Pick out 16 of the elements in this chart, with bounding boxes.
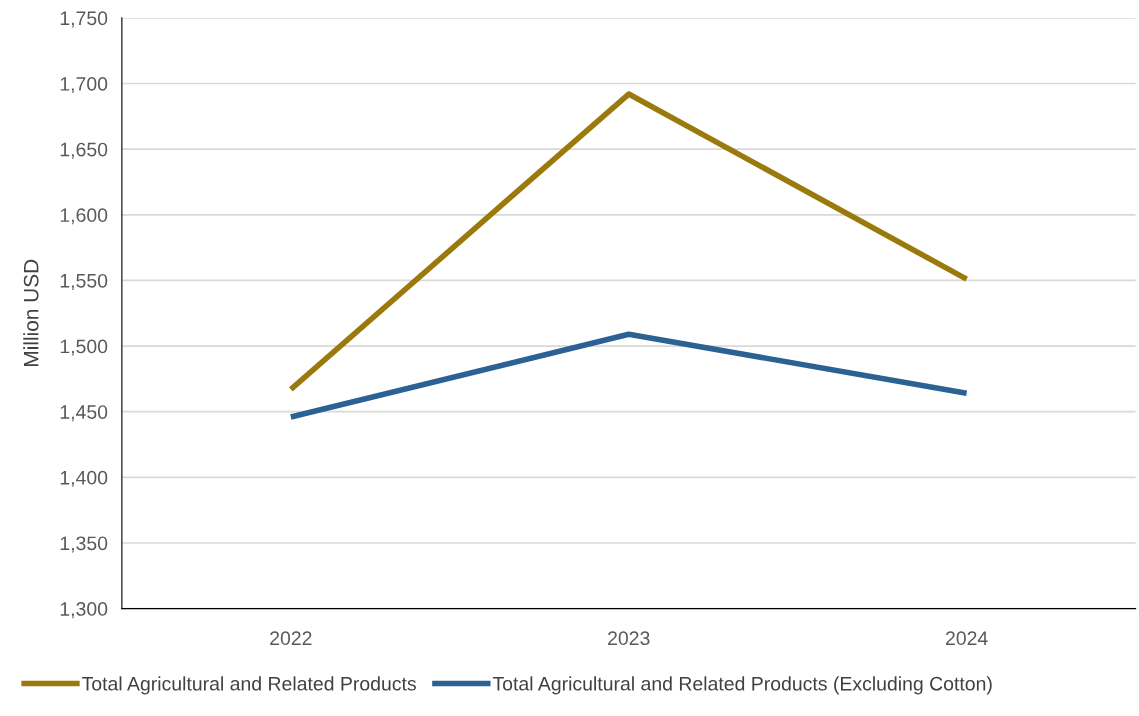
x-tick-label: 2023 bbox=[608, 631, 650, 646]
y-tick-label: 1,500 bbox=[60, 339, 108, 356]
y-axis-title: Million USD bbox=[23, 259, 39, 366]
y-tick-label: 1,450 bbox=[60, 405, 108, 422]
y-tick-label: 1,650 bbox=[60, 142, 108, 159]
y-tick-label: 1,700 bbox=[60, 77, 108, 94]
x-tick-label: 2022 bbox=[270, 631, 312, 646]
x-tick-label: 2024 bbox=[945, 631, 988, 646]
y-tick-label: 1,300 bbox=[60, 602, 108, 619]
y-tick-label: 1,350 bbox=[60, 536, 108, 553]
y-tick-label: 1,550 bbox=[60, 273, 108, 290]
legend-label: Total Agricultural and Related Products bbox=[82, 676, 416, 695]
y-tick-label: 1,400 bbox=[60, 470, 108, 487]
y-tick-label: 1,750 bbox=[60, 11, 108, 28]
y-tick-label: 1,600 bbox=[60, 208, 108, 225]
legend-label: Total Agricultural and Related Products (Excluding Cotton) bbox=[492, 676, 992, 695]
